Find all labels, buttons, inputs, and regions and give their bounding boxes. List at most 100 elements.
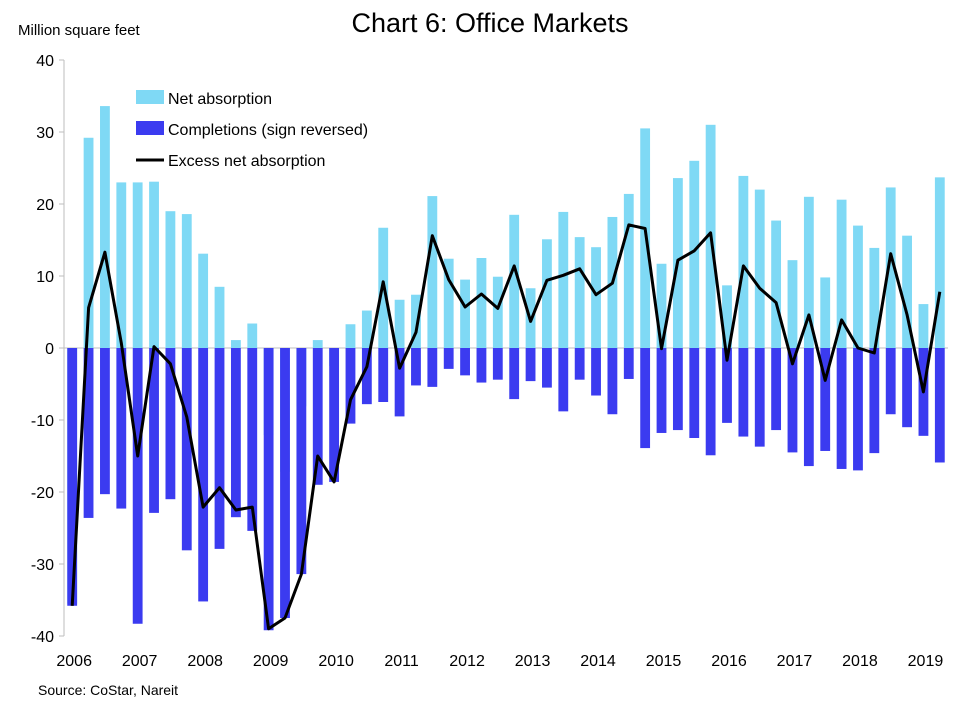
x-tick-label: 2007 (122, 653, 158, 670)
completions-bar (820, 348, 831, 451)
net-absorption-bar (214, 286, 225, 348)
net-absorption-bar (934, 177, 945, 348)
completions-bar (378, 348, 389, 402)
completions-bar (198, 348, 209, 602)
completions-bar (492, 348, 503, 380)
net-absorption-bar (312, 340, 323, 348)
x-tick-label: 2017 (777, 653, 813, 670)
net-absorption-bar (656, 263, 667, 348)
completions-bar (853, 348, 863, 471)
completions-bar (574, 348, 585, 380)
y-tick-label: -10 (31, 413, 54, 430)
completions-bar (754, 348, 765, 447)
x-tick-label: 2009 (253, 653, 289, 670)
net-absorption-bar (885, 187, 896, 348)
y-axis-unit-label: Million square feet (18, 22, 140, 39)
net-absorption-bar (411, 294, 421, 348)
net-absorption-bar (722, 285, 732, 348)
net-absorption-bar (230, 340, 241, 348)
legend-swatch-net-absorption (136, 90, 164, 104)
net-absorption-bar (132, 182, 143, 348)
completions-bar (214, 348, 225, 549)
completions-bar (836, 348, 847, 469)
completions-bar (230, 348, 241, 518)
net-absorption-bar (427, 196, 438, 348)
x-tick-label: 2008 (187, 653, 223, 670)
net-absorption-bar (591, 247, 601, 348)
x-tick-label: 2012 (449, 653, 485, 670)
completions-bar (411, 348, 421, 386)
source-note: Source: CoStar, Nareit (38, 682, 179, 698)
y-tick-label: -20 (31, 485, 54, 502)
net-absorption-bar (853, 225, 863, 348)
net-absorption-bar (869, 247, 880, 348)
completions-bar (689, 348, 700, 438)
x-tick-label: 2010 (318, 653, 354, 670)
legend-label-completions: Completions (sign reversed) (168, 122, 368, 139)
axes-layer (59, 59, 948, 637)
completions-bar (869, 348, 880, 454)
completions-bar (329, 348, 340, 482)
chart-title: Chart 6: Office Markets (351, 8, 629, 38)
net-absorption-bar (836, 199, 847, 348)
completions-bar (509, 348, 520, 400)
net-absorption-bar (361, 310, 372, 348)
net-absorption-bar (754, 189, 765, 348)
completions-bar (672, 348, 683, 431)
y-tick-label: -40 (31, 629, 54, 646)
completions-bar (934, 348, 945, 463)
net-absorption-bar (558, 211, 569, 348)
net-absorption-bar (918, 304, 929, 348)
completions-bar (525, 348, 536, 382)
legend: Net absorption Completions (sign reversed… (136, 90, 368, 170)
net-absorption-bar (509, 214, 520, 348)
net-absorption-bar (149, 181, 159, 348)
completions-bar (885, 348, 896, 415)
net-absorption-bar (83, 137, 94, 348)
x-tick-label: 2011 (384, 653, 419, 670)
y-tick-label: 30 (36, 125, 54, 142)
net-absorption-bar (165, 211, 176, 348)
completions-bar (607, 348, 618, 415)
completions-bar (132, 348, 143, 624)
net-absorption-bar (198, 253, 209, 348)
x-tick-label: 2014 (580, 653, 616, 670)
completions-bar (165, 348, 176, 500)
x-tick-label: 2013 (515, 653, 551, 670)
x-tick-label: 2016 (711, 653, 747, 670)
completions-bar (280, 348, 290, 618)
completions-bar (312, 348, 323, 485)
net-absorption-bar (820, 277, 831, 348)
x-tick-label: 2018 (842, 653, 878, 670)
line-layer (70, 223, 942, 631)
completions-bar (181, 348, 192, 551)
legend-label-net-absorption: Net absorption (168, 91, 272, 108)
y-tick-label: -30 (31, 557, 54, 574)
completions-bar (656, 348, 667, 433)
completions-bar (345, 348, 356, 424)
completions-bar (247, 348, 258, 531)
completions-bar (67, 348, 78, 606)
y-tick-label: 40 (36, 53, 54, 70)
completions-bar (623, 348, 634, 379)
completions-bar (640, 348, 651, 449)
net-absorption-bar (492, 276, 503, 348)
completions-bar (738, 348, 749, 437)
completions-bar (116, 348, 127, 509)
excess-net-absorption-line (70, 223, 942, 631)
completions-bar (394, 348, 405, 417)
net-absorption-bar (787, 260, 798, 348)
completions-bar (443, 348, 454, 369)
net-absorption-bar (902, 235, 912, 348)
completions-bar (558, 348, 569, 412)
completions-bar (427, 348, 438, 387)
completions-bar (771, 348, 782, 431)
completions-bar (902, 348, 912, 428)
x-tick-label: 2006 (56, 653, 92, 670)
completions-bar (722, 348, 732, 423)
net-absorption-bar (394, 299, 405, 348)
completions-bar (361, 348, 372, 405)
completions-bar (705, 348, 716, 456)
completions-bar (591, 348, 601, 396)
